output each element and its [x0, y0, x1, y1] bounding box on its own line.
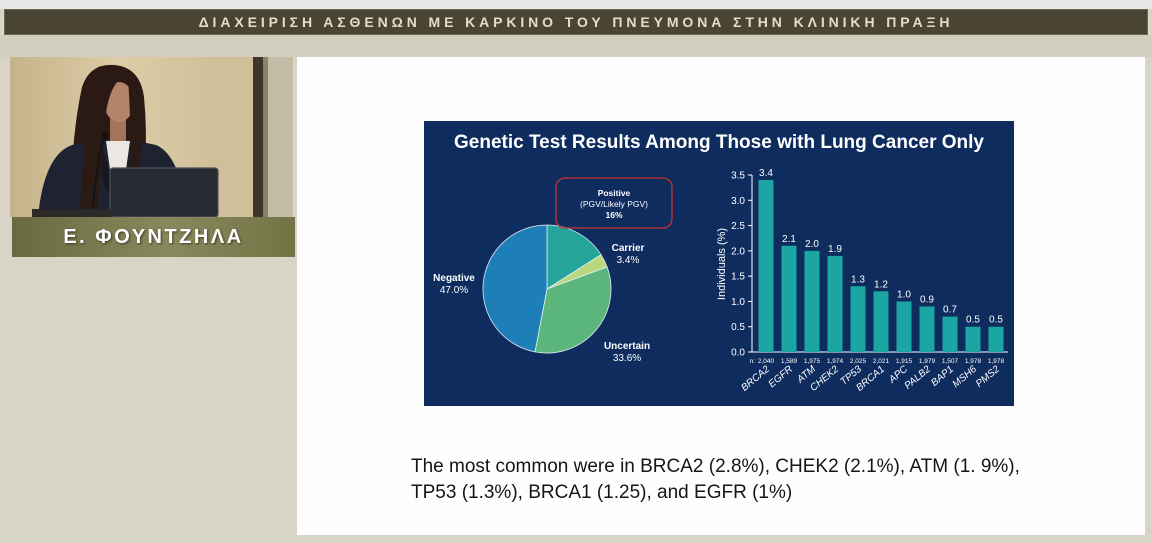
bar-pms2: [988, 326, 1004, 352]
speaker-face: [104, 82, 134, 122]
x-tick-label-palb2: PALB2: [903, 364, 934, 392]
pie-value-uncertain: 33.6%: [613, 353, 641, 364]
speaker-hair-left: [80, 69, 124, 209]
y-tick-label: 3.0: [731, 196, 745, 207]
n-label-pms2: 1,978: [988, 358, 1005, 365]
chart-title: Genetic Test Results Among Those with Lu…: [454, 132, 984, 153]
speaker-video-image: [10, 57, 293, 217]
y-tick-label: 0.5: [731, 322, 745, 333]
pie-callout-box-positive: [555, 177, 673, 229]
speaker-neck: [110, 117, 126, 145]
x-tick-label-bap1: BAP1: [929, 364, 956, 389]
y-tick-label: 1.0: [731, 297, 745, 308]
bar-apc: [896, 301, 912, 352]
bar-value-label-atm: 2.0: [805, 239, 819, 250]
pie-slice-uncertain: [534, 266, 612, 354]
pie-value-positive: 16%: [605, 210, 622, 220]
bar-value-label-pms2: 0.5: [989, 315, 1003, 326]
pie-label-positive: Positive: [598, 188, 631, 198]
pie-label-uncertain: Uncertain: [604, 341, 650, 352]
slide-caption: The most common were in BRCA2 (2.8%), CH…: [411, 454, 1020, 506]
bar-egfr: [781, 245, 797, 352]
n-label-brca2: 2,040: [758, 358, 775, 365]
n-label-chek2: 1,974: [827, 358, 844, 365]
bar-value-label-palb2: 0.9: [920, 294, 934, 305]
header-band: [0, 35, 1152, 57]
bar-value-label-apc: 1.0: [897, 289, 911, 300]
y-tick-label: 0.0: [731, 348, 745, 359]
y-tick-label: 1.5: [731, 272, 745, 283]
x-tick-label-pms2: PMS2: [974, 364, 1002, 390]
y-tick-label: 2.5: [731, 221, 745, 232]
bar-brca1: [873, 291, 889, 352]
bar-bap1: [942, 316, 958, 352]
pie-label-carrier: Carrier: [612, 243, 645, 254]
bar-brca2: [758, 180, 774, 352]
pie-slice-negative: [482, 224, 548, 353]
bar-value-label-brca2: 3.4: [759, 168, 773, 179]
microphone-head: [102, 132, 108, 140]
n-label-apc: 1,915: [896, 358, 913, 365]
n-label-brca1: 2,021: [873, 358, 890, 365]
bar-chek2: [827, 255, 843, 352]
bar-value-label-egfr: 2.1: [782, 234, 796, 245]
podium: [32, 209, 112, 217]
bar-value-label-bap1: 0.7: [943, 305, 957, 316]
bar-value-label-chek2: 1.9: [828, 244, 842, 255]
speaker-name: Ε. ΦΟΥΝΤΖΗΛΑ: [63, 226, 244, 248]
pie-sublabel-positive: (PGV/Likely PGV): [580, 199, 648, 209]
door-frame: [253, 57, 263, 217]
pie-value-carrier: 3.4%: [617, 255, 640, 266]
n-label-palb2: 1,979: [919, 358, 936, 365]
speaker-video: [10, 57, 293, 217]
n-label-atm: 1,975: [804, 358, 821, 365]
bar-chart: 0.0 0.5 1.0 1.5 2.0 2.5 3.0 3.5 Individuals (%) 3…: [716, 168, 1008, 394]
n-label-tp53: 2,025: [850, 358, 867, 365]
microphone: [90, 136, 106, 217]
n-prefix-label: n:: [750, 358, 756, 365]
n-label-egfr: 1,589: [781, 358, 798, 365]
bar-value-label-msh6: 0.5: [966, 315, 980, 326]
side-wall: [268, 57, 293, 217]
bar-value-label-brca1: 1.2: [874, 279, 888, 290]
pie-value-negative: 47.0%: [440, 285, 468, 296]
n-label-bap1: 1,507: [942, 358, 959, 365]
chart-figure: Genetic Test Results Among Those with Lu…: [424, 121, 1014, 406]
top-border: [0, 0, 1152, 9]
bar-palb2: [919, 306, 935, 352]
event-title: ΔΙΑΧΕΙΡΙΣΗ ΑΣΘΕΝΩΝ ΜΕ ΚΑΡΚΙΝΟ ΤΟΥ ΠΝΕΥΜΟ…: [198, 14, 954, 30]
event-banner: ΔΙΑΧΕΙΡΙΣΗ ΑΣΘΕΝΩΝ ΜΕ ΚΑΡΚΙΝΟ ΤΟΥ ΠΝΕΥΜΟ…: [4, 9, 1148, 35]
door-frame-edge: [263, 57, 268, 217]
y-axis-label: Individuals (%): [716, 228, 728, 300]
laptop: [109, 167, 219, 217]
x-tick-label-brca2: BRCA2: [739, 364, 772, 394]
bar-value-label-tp53: 1.3: [851, 274, 865, 285]
bar-atm: [804, 250, 820, 352]
n-label-msh6: 1,978: [965, 358, 982, 365]
x-tick-label-msh6: MSH6: [951, 364, 980, 391]
bar-msh6: [965, 326, 981, 352]
y-tick-label: 3.5: [731, 171, 745, 182]
caption-line: TP53 (1.3%), BRCA1 (1.25), and EGFR (1%): [411, 482, 793, 503]
pie-slice-positive: [546, 224, 602, 290]
bar-tp53: [850, 286, 866, 352]
speaker-name-plate: Ε. ΦΟΥΝΤΖΗΛΑ: [12, 217, 295, 257]
presentation-slide: Genetic Test Results Among Those with Lu…: [297, 57, 1145, 535]
x-tick-label-egfr: EGFR: [767, 364, 795, 390]
y-tick-label: 2.0: [731, 246, 745, 257]
caption-line: The most common were in BRCA2 (2.8%), CH…: [411, 456, 1020, 477]
pie-label-negative: Negative: [433, 273, 475, 284]
